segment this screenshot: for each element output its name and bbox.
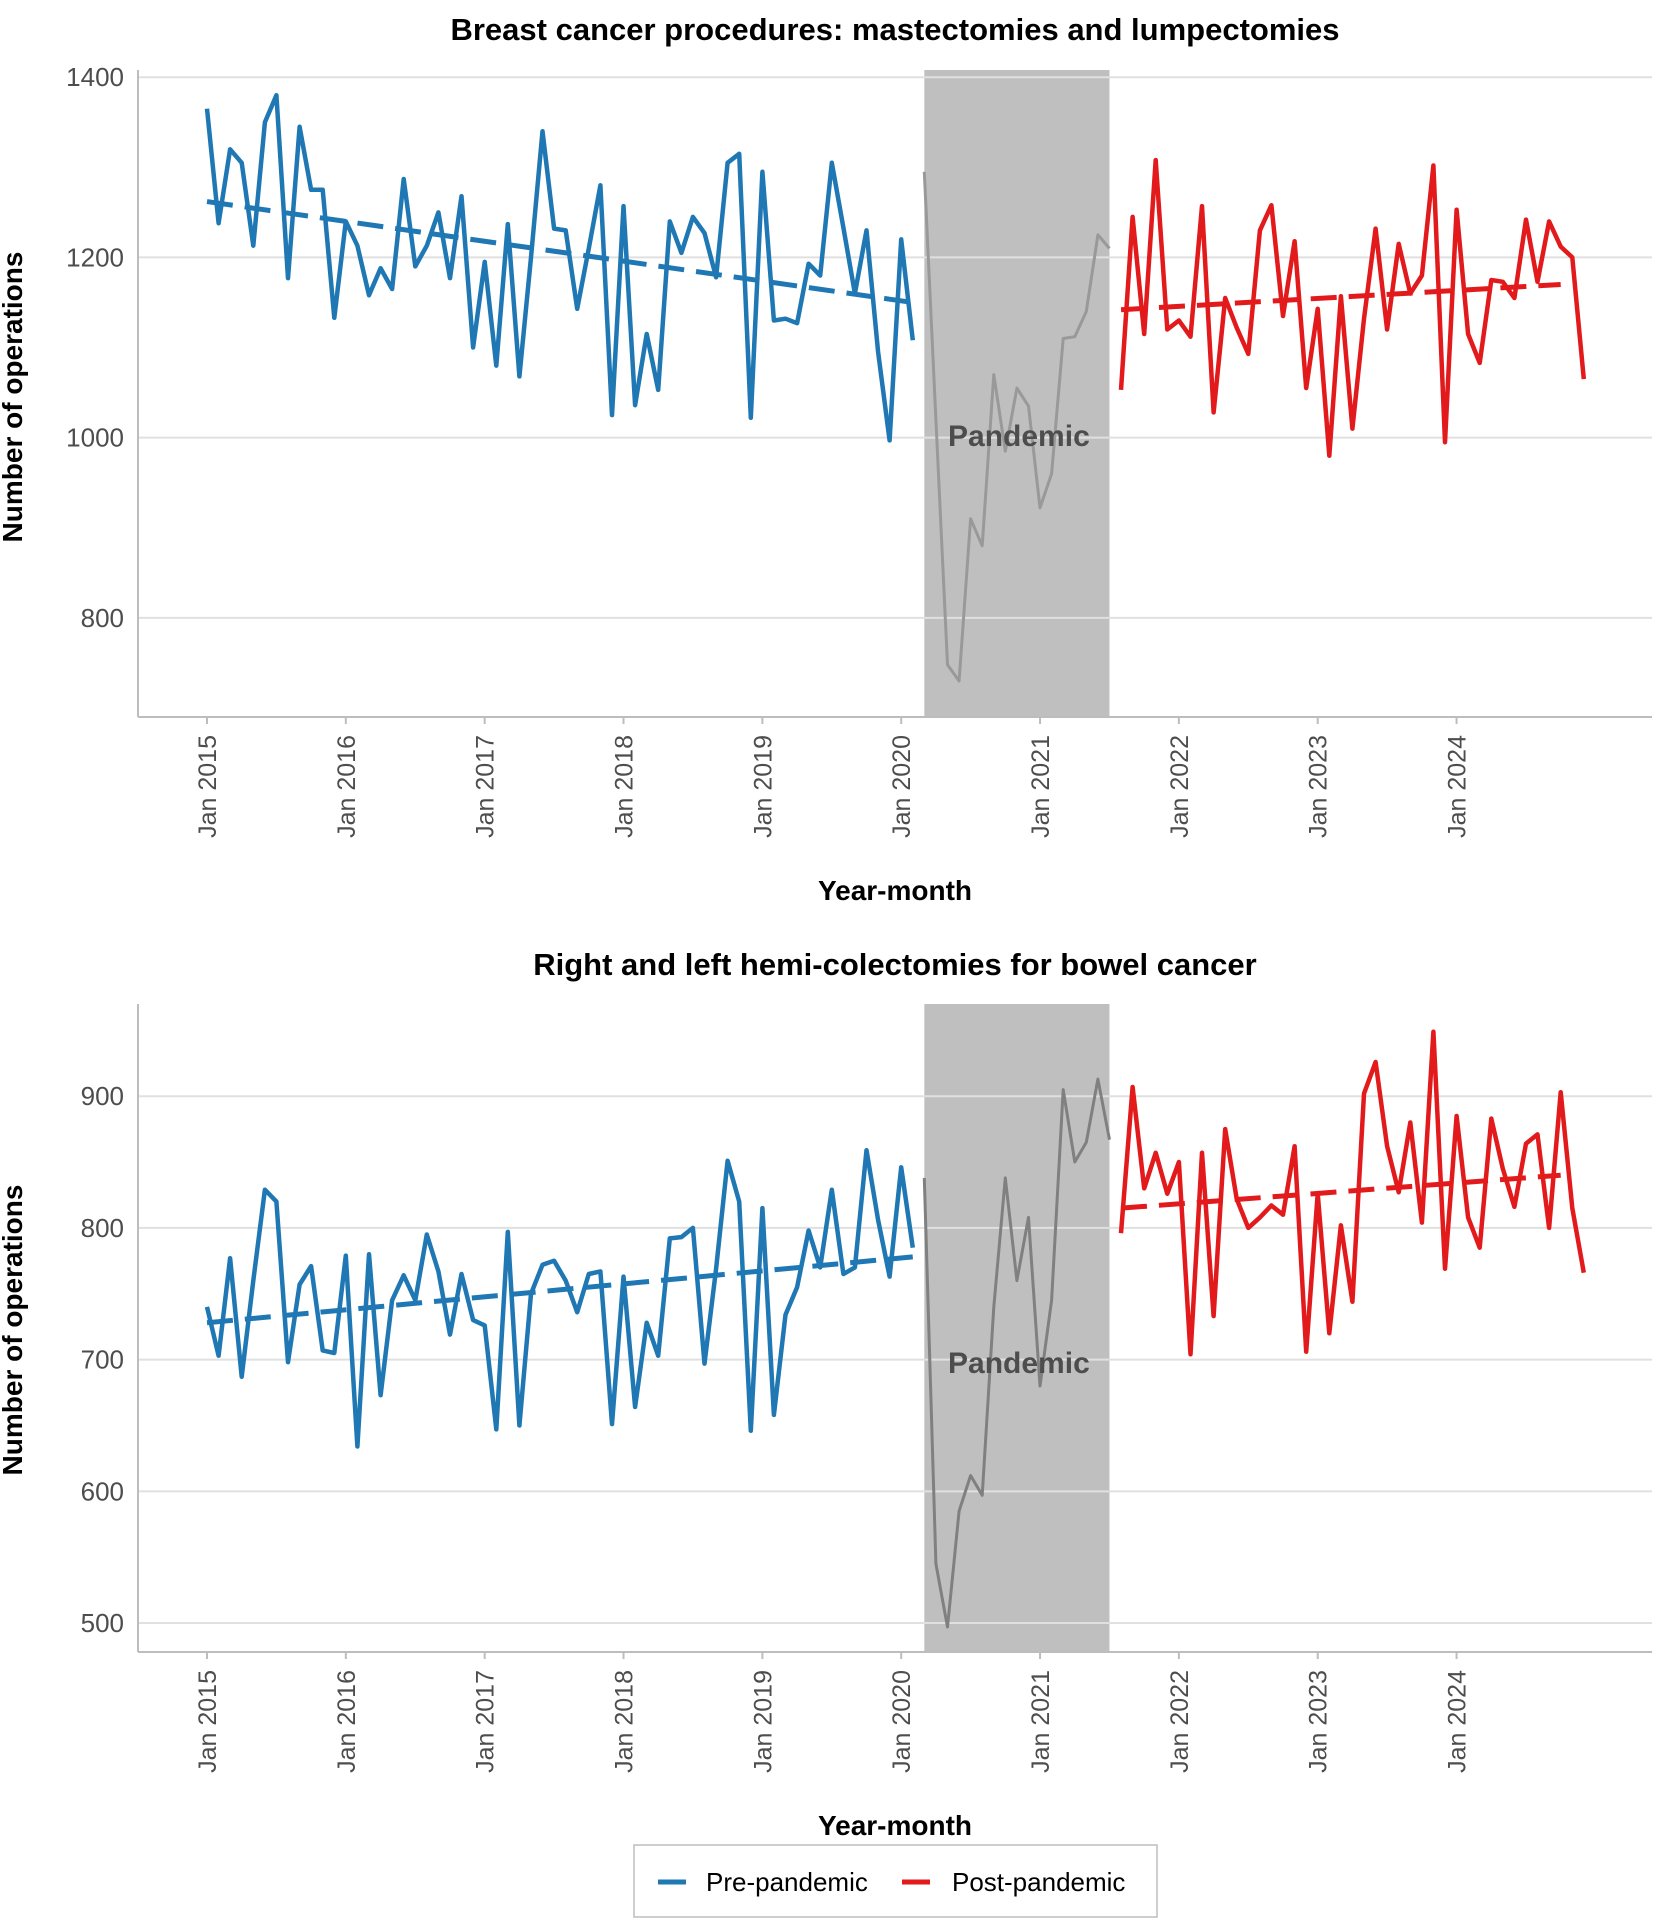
series-line-post-pandemic <box>1118 1029 1587 1357</box>
bowel-cancer-chart: Right and left hemi-colectomies for bowe… <box>0 947 1652 1841</box>
x-tick-label: Jan 2015 <box>194 1670 222 1773</box>
series-line-pandemic <box>922 171 1111 683</box>
x-tick-label: Jan 2024 <box>1444 1670 1472 1773</box>
y-tick-label: 600 <box>81 1476 124 1506</box>
y-tick-label: 800 <box>81 603 124 633</box>
y-axis-title: Number of operations <box>0 1185 28 1476</box>
trend-line-post-pandemic <box>1120 281 1561 313</box>
y-tick-labels: 800 1000 1200 1400 <box>66 62 124 633</box>
pandemic-band-label: Pandemic <box>948 1347 1090 1380</box>
x-tick-label: Jan 2020 <box>888 1670 916 1773</box>
y-tick-label: 500 <box>81 1608 124 1638</box>
x-tick-label: Jan 2020 <box>888 735 916 838</box>
x-tick-label: Jan 2022 <box>1166 1670 1194 1773</box>
x-tick-label: Jan 2017 <box>472 1670 500 1773</box>
x-tick-label: Jan 2018 <box>611 1670 639 1773</box>
x-tick-label: Jan 2019 <box>749 735 777 838</box>
pandemic-band-label: Pandemic <box>948 420 1090 453</box>
pandemic-band <box>924 1004 1110 1652</box>
legend-label-post-pandemic: Post-pandemic <box>952 1867 1125 1897</box>
trend-line-pre-pandemic <box>206 1254 914 1326</box>
x-tick-label: Jan 2017 <box>472 735 500 838</box>
legend-box <box>633 1844 1158 1918</box>
y-tick-label: 900 <box>81 1081 124 1111</box>
x-tick-label: Jan 2015 <box>194 735 222 838</box>
x-tick-label: Jan 2022 <box>1166 735 1194 838</box>
x-tick-label: Jan 2016 <box>333 1670 361 1773</box>
x-tick-label: Jan 2024 <box>1444 735 1472 838</box>
x-tick-labels: Jan 2015 Jan 2016 Jan 2017 Jan 2018 Jan 2019… <box>194 735 1472 838</box>
series-line-pre-pandemic <box>204 92 916 443</box>
x-tick-label: Jan 2023 <box>1305 1670 1333 1773</box>
x-tick-label: Jan 2019 <box>749 1670 777 1773</box>
series-lines <box>204 92 1587 683</box>
y-tick-label: 1000 <box>66 423 124 453</box>
y-tick-label: 800 <box>81 1213 124 1243</box>
legend: Pre-pandemic Post-pandemic <box>633 1844 1158 1918</box>
trend-line-pre-pandemic <box>206 199 914 305</box>
x-axis-title: Year-month <box>818 875 972 906</box>
x-tick-label: Jan 2016 <box>333 735 361 838</box>
series-line-pandemic <box>922 1077 1111 1629</box>
x-tick-labels: Jan 2015 Jan 2016 Jan 2017 Jan 2018 Jan 2019… <box>194 1670 1472 1773</box>
x-axis-title: Year-month <box>818 1810 972 1841</box>
x-tick-label: Jan 2021 <box>1027 735 1055 838</box>
axes <box>137 70 1652 724</box>
x-tick-label: Jan 2021 <box>1027 1670 1055 1773</box>
series-line-pre-pandemic <box>204 1147 916 1449</box>
y-tick-labels: 500 600 700 800 900 <box>81 1081 124 1638</box>
trend-line-post-pandemic <box>1120 1172 1561 1211</box>
x-tick-label: Jan 2018 <box>611 735 639 838</box>
y-axis-title: Number of operations <box>0 252 28 543</box>
series-lines <box>204 1029 1587 1629</box>
x-tick-label: Jan 2023 <box>1305 735 1333 838</box>
legend-label-pre-pandemic: Pre-pandemic <box>706 1867 868 1897</box>
axes <box>137 1004 1652 1659</box>
y-tick-label: 1400 <box>66 62 124 92</box>
breast-cancer-chart: Breast cancer procedures: mastectomies a… <box>0 12 1652 906</box>
y-tick-label: 700 <box>81 1345 124 1375</box>
chart-title: Right and left hemi-colectomies for bowe… <box>533 947 1256 982</box>
series-line-post-pandemic <box>1118 157 1587 458</box>
y-tick-label: 1200 <box>66 242 124 272</box>
chart-title: Breast cancer procedures: mastectomies a… <box>450 12 1339 47</box>
